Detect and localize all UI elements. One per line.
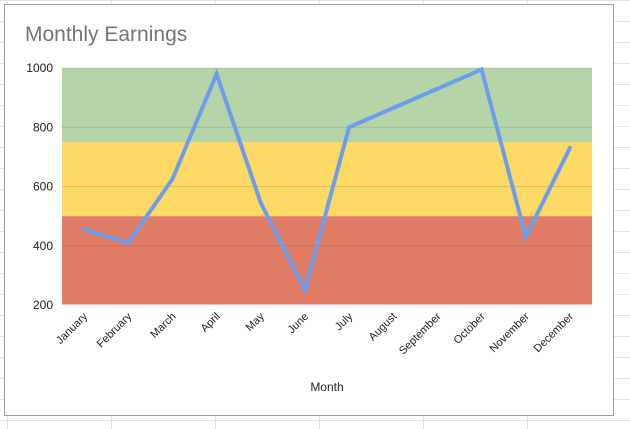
chart-container[interactable]: Monthly Earnings 200 400 600 800 1000 Januar…	[4, 4, 614, 416]
data-point	[567, 145, 572, 150]
data-point	[347, 125, 352, 130]
data-point	[391, 105, 396, 110]
y-tick-label: 600	[33, 180, 53, 194]
x-tick-label: December	[532, 310, 577, 355]
x-axis-ticks: January February March April May June July Augu…	[54, 310, 576, 357]
x-tick-label: November	[488, 310, 533, 355]
x-tick-label: March	[148, 311, 178, 341]
data-point	[435, 86, 440, 91]
x-tick-label: April	[199, 311, 223, 335]
x-tick-label: June	[286, 311, 311, 336]
data-point	[170, 177, 175, 182]
y-axis-ticks: 200 400 600 800 1000	[26, 61, 53, 312]
x-axis-label: Month	[310, 380, 343, 394]
gridlines	[62, 67, 592, 306]
data-point	[82, 227, 87, 232]
x-tick-label: July	[333, 310, 356, 333]
y-tick-label: 400	[33, 239, 53, 253]
x-tick-label: May	[244, 310, 268, 334]
y-tick-label: 800	[33, 120, 53, 134]
x-tick-label: February	[95, 310, 135, 350]
data-point	[258, 200, 263, 205]
x-tick-label: September	[397, 310, 444, 357]
line-chart: 200 400 600 800 1000 January February March Apr…	[26, 61, 592, 394]
y-tick-label: 1000	[26, 61, 53, 75]
series-line-0	[82, 66, 572, 296]
data-point	[479, 67, 484, 72]
band-2	[62, 68, 592, 143]
x-tick-label: August	[367, 311, 400, 344]
data-point	[214, 71, 219, 76]
y-tick-label: 200	[33, 298, 53, 312]
data-point	[126, 240, 131, 245]
series-layer	[82, 66, 572, 296]
x-tick-label: January	[54, 310, 91, 347]
data-point	[523, 234, 528, 239]
x-tick-label: October	[452, 310, 488, 346]
band-0	[62, 216, 592, 305]
data-point	[302, 288, 307, 293]
chart-title: Monthly Earnings	[25, 23, 188, 46]
